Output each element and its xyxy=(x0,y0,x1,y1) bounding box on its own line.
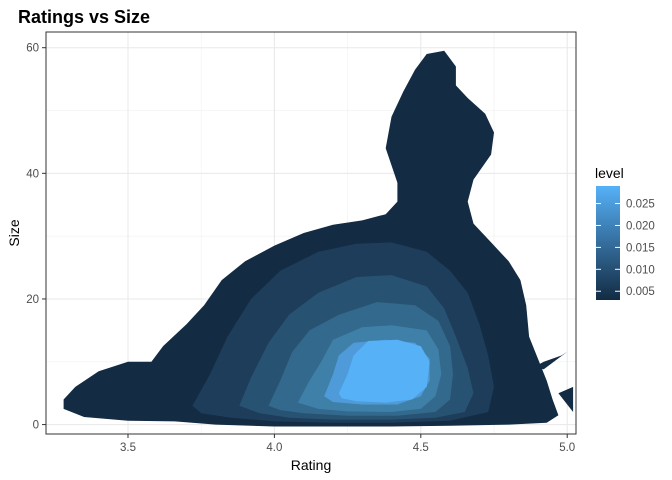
x-tick-label: 4.5 xyxy=(413,442,429,454)
y-tick-label: 20 xyxy=(26,294,39,306)
legend-title: level xyxy=(595,165,624,181)
legend-colorbar xyxy=(596,186,620,300)
contour-band-0.005 xyxy=(558,386,574,412)
y-axis-title: Size xyxy=(6,219,22,246)
legend-ticks: 0.005 0.010 0.015 0.020 0.025 xyxy=(596,199,655,298)
legend-tick-label: 0.010 xyxy=(626,264,655,276)
y-tick-label: 40 xyxy=(26,168,39,180)
y-tick-label: 0 xyxy=(33,420,39,432)
legend-tick-label: 0.015 xyxy=(626,242,655,254)
legend-tick-label: 0.005 xyxy=(626,286,655,298)
legend: level 0.005 0.010 0.015 0.020 0.025 xyxy=(595,165,655,300)
chart-title: Ratings vs Size xyxy=(18,7,150,27)
plot-panel xyxy=(45,31,577,435)
x-tick-label: 5.0 xyxy=(559,442,575,454)
panel-border xyxy=(45,31,577,435)
y-axis-ticks: 0 20 40 60 xyxy=(26,43,46,432)
contour-layers xyxy=(63,50,574,427)
x-tick-label: 3.5 xyxy=(120,442,136,454)
contour-band-0.029 xyxy=(338,339,430,403)
contour-band-0.005 xyxy=(532,351,568,370)
legend-tick-label: 0.025 xyxy=(626,199,655,211)
x-axis-title: Rating xyxy=(291,457,331,473)
x-tick-label: 4.0 xyxy=(266,442,282,454)
y-tick-label: 60 xyxy=(26,43,39,55)
x-axis-ticks: 3.5 4.0 4.5 5.0 xyxy=(120,434,575,454)
legend-tick-label: 0.020 xyxy=(626,220,655,232)
